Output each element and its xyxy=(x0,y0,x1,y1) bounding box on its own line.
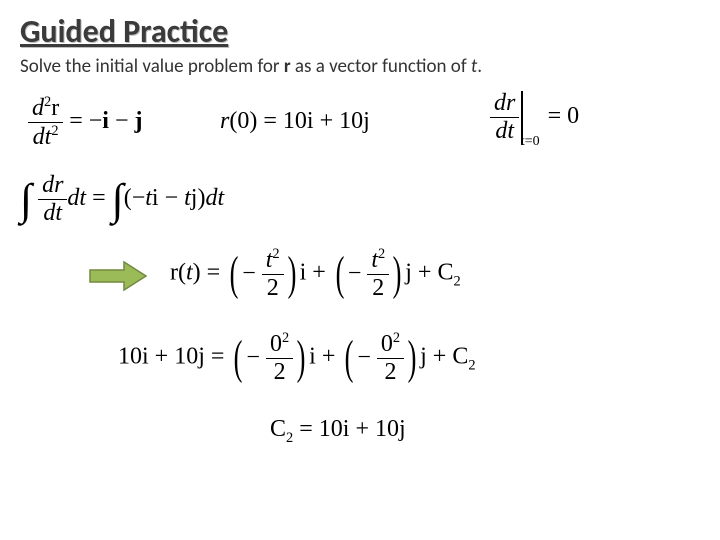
eq5-two2: 2 xyxy=(367,275,389,302)
eq5-p2: + xyxy=(412,260,438,286)
eq6-eq: = xyxy=(205,344,231,370)
eq4-m1: − xyxy=(132,185,146,211)
eq6-two2: 2 xyxy=(377,359,404,386)
eq1-j: j xyxy=(135,108,143,134)
eq4-t1: t xyxy=(145,185,152,211)
eq1-dt: dt xyxy=(33,124,52,150)
eq-rt: r(t) = (− t2 2 )i + (− t2 2 )j + C2 xyxy=(170,246,461,302)
eq4-eq: = xyxy=(92,185,112,211)
eq3-dr: dr xyxy=(494,90,515,116)
eq6-m2: − xyxy=(357,345,371,371)
eq5-m1: − xyxy=(242,261,256,287)
eq5-r: r xyxy=(170,260,178,286)
eq-c2: C2 = 10i + 10j xyxy=(270,416,406,447)
eq1-eq: = − xyxy=(69,108,102,134)
eq1-d: d xyxy=(32,95,44,121)
eq7-j: j xyxy=(399,416,406,442)
eq5-two1: 2 xyxy=(262,275,284,302)
eq4-t2: t xyxy=(184,185,191,211)
eq-drdt-0: dr dt t=0 = 0 xyxy=(490,90,579,145)
eq5-m2: − xyxy=(348,261,362,287)
eq4-dtlabel: dt xyxy=(67,185,86,211)
subtitle: Solve the initial value problem for r as… xyxy=(20,55,700,78)
eq6-i: i xyxy=(142,344,149,370)
eq1-minus: − xyxy=(109,108,135,134)
eq3-eq: = 0 xyxy=(548,103,580,129)
eq6-ten1: 10 xyxy=(118,344,142,370)
eq6-z2: 0 xyxy=(381,331,393,357)
eq1-sup2b: 2 xyxy=(51,123,58,139)
subtitle-text-3: . xyxy=(477,55,482,78)
eq7-eq: = 10 xyxy=(293,416,343,442)
eq4-i: i xyxy=(152,185,159,211)
eq3-dt: dt xyxy=(495,118,514,144)
arrow-right-icon xyxy=(88,260,148,297)
subtitle-text-2: as a vector function of xyxy=(291,55,471,78)
eq5-sub: 2 xyxy=(453,273,460,289)
math-area: d2r dt2 = −i − j r(0) = 10i + 10j dr dt … xyxy=(20,88,700,518)
eq6-plus: + 10 xyxy=(149,344,199,370)
eq2-plus: + 10 xyxy=(314,108,364,134)
eq6-i2: i xyxy=(309,344,316,370)
eq-d2r-dt2: d2r dt2 = −i − j xyxy=(28,94,143,151)
eq4-dr: dr xyxy=(42,172,63,198)
eq-subst: 10i + 10j = (− 02 2 )i + (− 02 2 )j + C2 xyxy=(118,330,476,386)
eq6-j2: j xyxy=(420,344,427,370)
subtitle-text-1: Solve the initial value problem for xyxy=(20,55,284,78)
eq3-tsub: t=0 xyxy=(521,134,540,149)
eq5-s2: 2 xyxy=(378,246,385,262)
eq6-c: C xyxy=(452,344,468,370)
int-symbol-2: ∫ xyxy=(112,182,124,217)
eq2-i: i xyxy=(307,108,314,134)
eq-integral: ∫ dr dt dt = ∫(−ti − tj)dt xyxy=(20,172,224,227)
eq-r0: r(0) = 10i + 10j xyxy=(220,108,370,135)
eq4-dt: dt xyxy=(43,200,62,226)
eq6-s1: 2 xyxy=(282,330,289,346)
eq1-i: i xyxy=(102,108,109,134)
eq5-c: C xyxy=(437,260,453,286)
eq7-plus: + 10 xyxy=(349,416,399,442)
eq6-s2: 2 xyxy=(393,330,400,346)
eq5-eq: = xyxy=(201,260,227,286)
eq6-m1: − xyxy=(246,345,260,371)
eq2-r: r xyxy=(220,108,229,134)
eq6-j: j xyxy=(198,344,205,370)
eq5-t: t xyxy=(186,260,193,286)
eq5-j: j xyxy=(405,260,412,286)
int-symbol-1: ∫ xyxy=(20,182,32,217)
eq2-j: j xyxy=(363,108,370,134)
eq5-s1: 2 xyxy=(272,246,279,262)
eq4-dtlabel2: dt xyxy=(205,185,224,211)
eq1-r: r xyxy=(51,95,59,121)
eq7-c: C xyxy=(270,416,286,442)
page-title: Guided Practice xyxy=(20,12,700,51)
eq6-two1: 2 xyxy=(266,359,293,386)
eq2-zero: 0 xyxy=(237,108,249,134)
eq2-eq: = 10 xyxy=(257,108,307,134)
subtitle-r: r xyxy=(284,55,291,78)
eq5-p1: + xyxy=(306,260,332,286)
eq6-sub: 2 xyxy=(468,357,475,373)
eq6-z1: 0 xyxy=(270,331,282,357)
